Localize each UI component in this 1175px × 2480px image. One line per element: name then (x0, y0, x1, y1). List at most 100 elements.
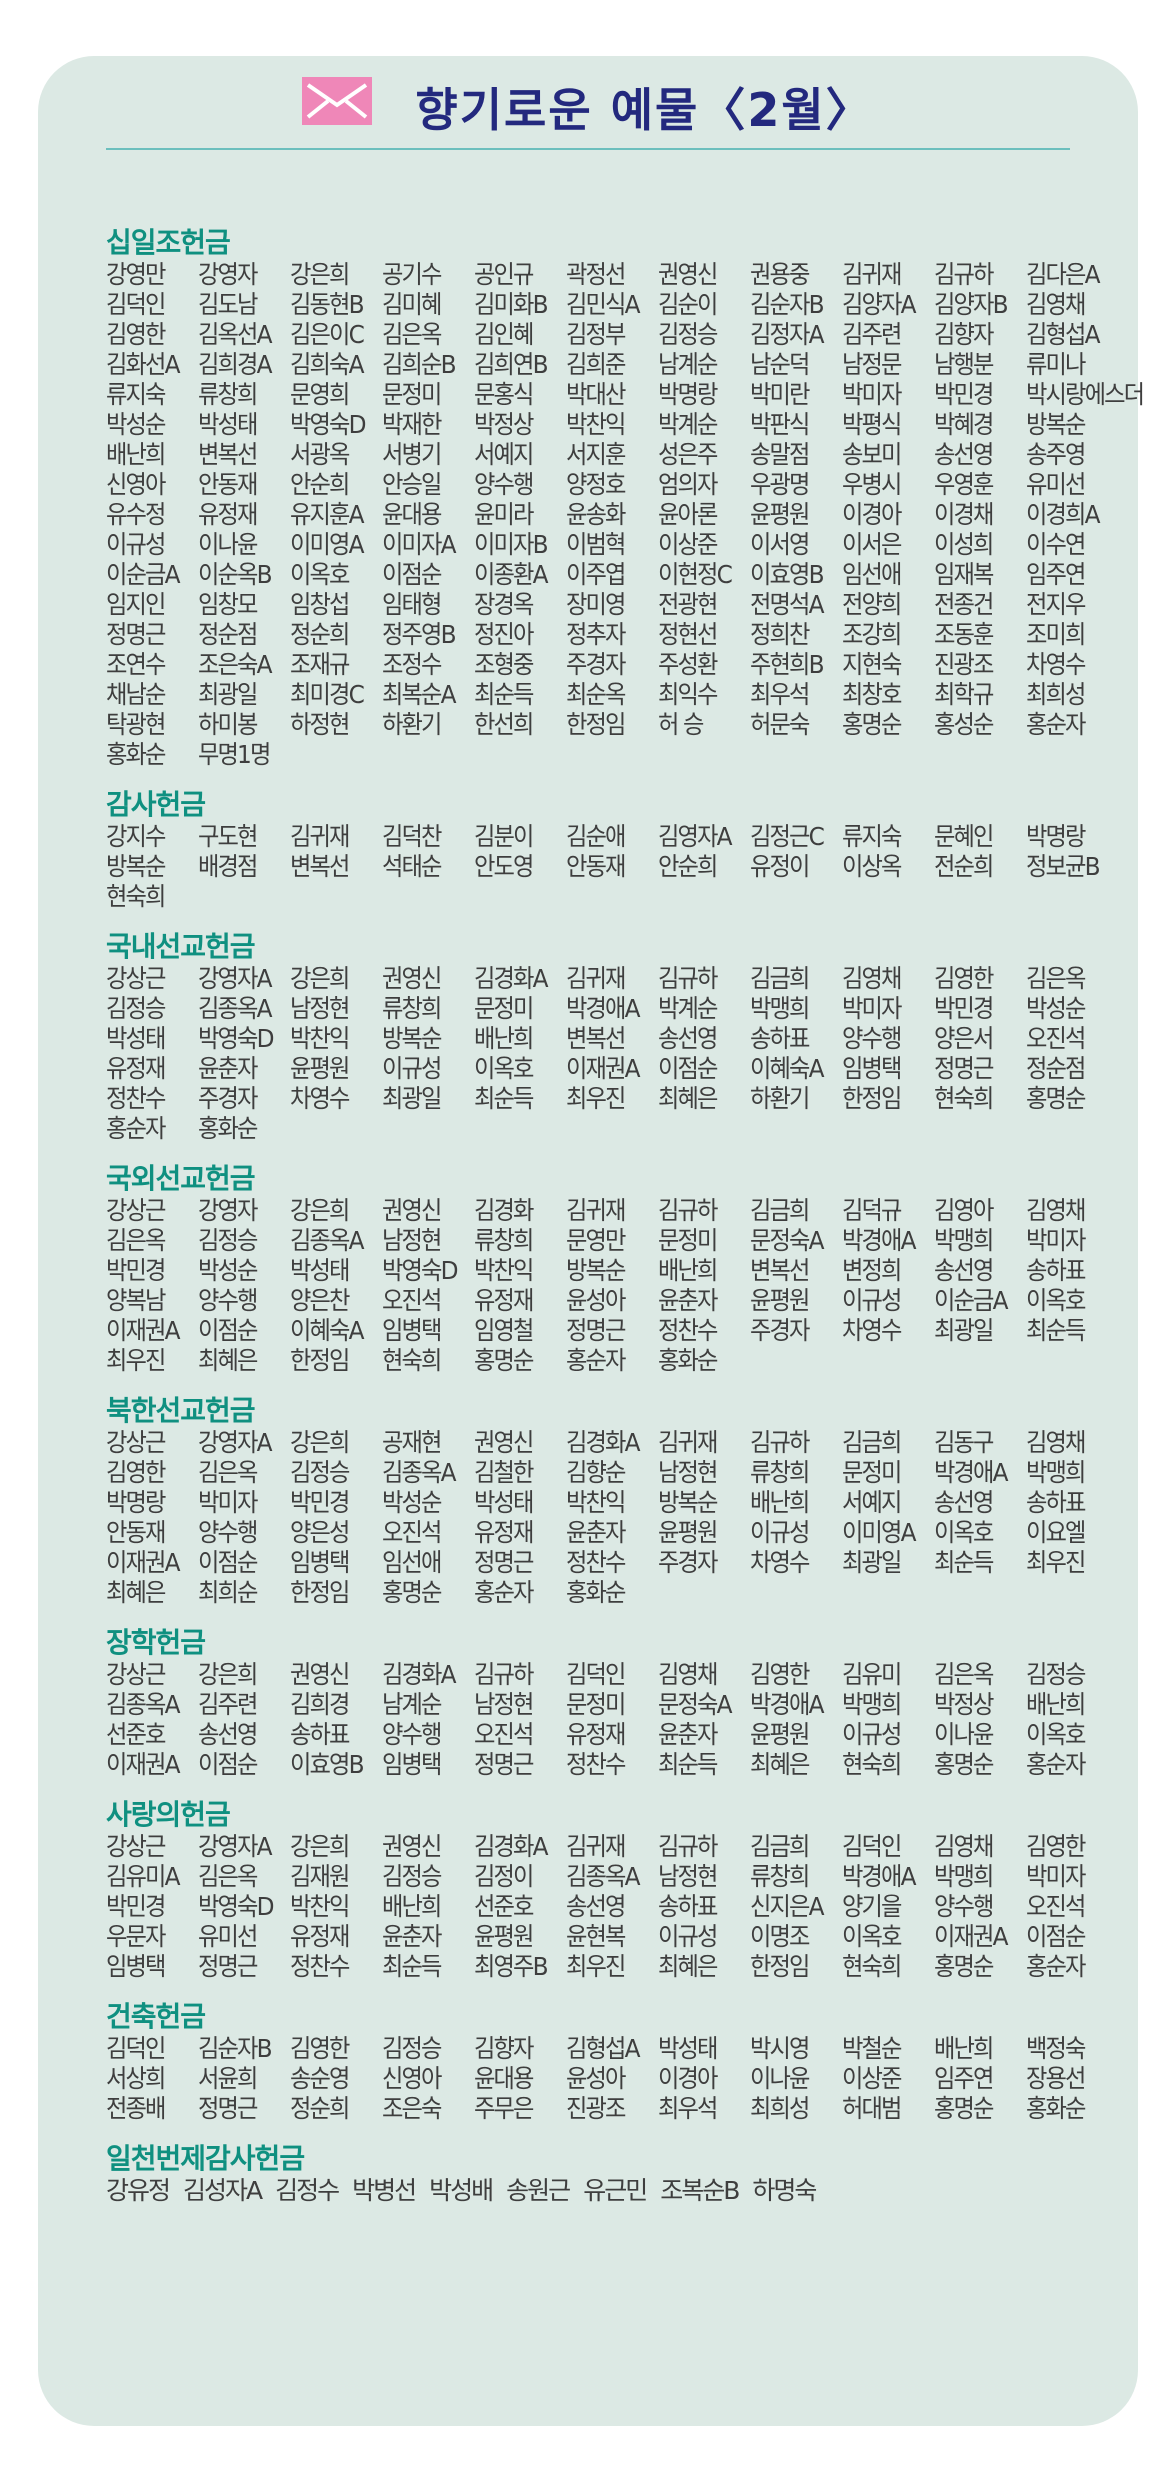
donor-name: 윤평원 (750, 1720, 810, 1749)
section-title: 건축헌금 (106, 2000, 206, 2033)
donor-name: 김은옥 (382, 320, 442, 349)
donor-name: 이미영A (290, 530, 365, 559)
donor-name: 박성배 (429, 2176, 494, 2205)
donor-name: 정순점 (198, 620, 258, 649)
name-list: 강상근 강영자A 강은희 권영신 김경화A 김귀재 김규하 김금희 김덕인 김영채 김영한 김유미A 김… (106, 1832, 1086, 1982)
donor-name: 유정재 (290, 1922, 350, 1951)
donor-name: 김금희 (750, 964, 810, 993)
donor-name: 박민경 (290, 1488, 350, 1517)
donor-name: 주경자 (750, 1316, 810, 1345)
donor-name: 박평식 (842, 410, 902, 439)
donor-name: 안순희 (290, 470, 350, 499)
donor-name: 박성순 (198, 1256, 258, 1285)
donor-name: 양은성 (290, 1518, 350, 1547)
donor-name: 임재복 (934, 560, 994, 589)
donor-name: 현숙희 (842, 1952, 902, 1981)
donor-name: 박경애A (750, 1690, 825, 1719)
donor-name: 남정현 (658, 1862, 718, 1891)
donor-name: 김정부 (566, 320, 626, 349)
donor-name: 박찬익 (290, 1892, 350, 1921)
donor-name: 김화선A (106, 350, 181, 379)
donor-name: 김양자B (934, 290, 1009, 319)
donor-name: 최광일 (842, 1548, 902, 1577)
donor-name: 남정현 (658, 1458, 718, 1487)
donor-name: 백정숙 (1026, 2034, 1086, 2063)
donor-name: 김정승 (382, 1862, 442, 1891)
donor-name: 이경채 (934, 500, 994, 529)
donor-name: 김미혜 (382, 290, 442, 319)
donor-name: 서윤희 (198, 2064, 258, 2093)
donor-name: 김동현B (290, 290, 365, 319)
donor-name: 박맹희 (934, 1862, 994, 1891)
donor-name: 최순득 (474, 1084, 534, 1113)
donor-name: 박판식 (750, 410, 810, 439)
donor-name: 전종건 (934, 590, 994, 619)
donor-name: 홍화순 (1026, 2094, 1086, 2123)
donor-name: 이규성 (382, 1054, 442, 1083)
donor-name: 박영숙D (198, 1892, 275, 1921)
donor-name: 홍화순 (566, 1578, 626, 1607)
donor-name: 최순득 (934, 1548, 994, 1577)
donor-name: 최우진 (566, 1952, 626, 1981)
donor-name: 임영철 (474, 1316, 534, 1345)
donor-name: 이순금A (106, 560, 181, 589)
donor-name: 한정임 (750, 1952, 810, 1981)
donor-name: 조형중 (474, 650, 534, 679)
donor-name: 류창희 (750, 1862, 810, 1891)
donor-name: 윤대용 (382, 500, 442, 529)
donor-name: 변정희 (842, 1256, 902, 1285)
donor-name: 남정현 (290, 994, 350, 1023)
offering-section: 장학헌금 강상근 강은희 권영신 김경화A 김규하 김덕인 김영채 김영한 김유미 김은옥 김정승 김종… (106, 1626, 1086, 1780)
donor-name: 박맹희 (934, 1226, 994, 1255)
donor-name: 최희성 (750, 2094, 810, 2123)
donor-name: 하명숙 (752, 2176, 817, 2205)
donor-name: 최순득 (474, 680, 534, 709)
donor-name: 김희준 (566, 350, 626, 379)
donor-name: 최혜은 (198, 1346, 258, 1375)
donor-name: 유수정 (106, 500, 166, 529)
donor-name: 안도영 (474, 852, 534, 881)
donor-name: 문혜인 (934, 822, 994, 851)
donor-name: 이옥호 (934, 1518, 994, 1547)
donor-name: 김규하 (658, 964, 718, 993)
donor-name: 김정근C (750, 822, 825, 851)
donor-name: 강은희 (290, 1832, 350, 1861)
donor-name: 이나윤 (934, 1720, 994, 1749)
donor-name: 석태순 (382, 852, 442, 881)
donor-name: 김경화 (474, 1196, 534, 1225)
donor-name: 강상근 (106, 1660, 166, 1689)
donor-name: 박민경 (106, 1892, 166, 1921)
title-divider (106, 148, 1070, 150)
donor-name: 유미선 (198, 1922, 258, 1951)
donor-name: 김경화A (382, 1660, 457, 1689)
donor-name: 박미자 (842, 380, 902, 409)
donor-name: 강상근 (106, 964, 166, 993)
donor-name: 김은옥 (1026, 964, 1086, 993)
donor-name: 이경희A (1026, 500, 1101, 529)
donor-name: 이혜숙A (290, 1316, 365, 1345)
donor-name: 우병시 (842, 470, 902, 499)
donor-name: 배난희 (1026, 1690, 1086, 1719)
donor-name: 홍명순 (1026, 1084, 1086, 1113)
donor-name: 권영신 (658, 260, 718, 289)
donor-name: 김귀재 (842, 260, 902, 289)
offering-sections: 십일조헌금 강영만 강영자 강은희 공기수 공인규 곽정선 권영신 권용중 김귀재 김규하 김다은A 김… (106, 178, 1145, 2206)
donor-name: 최영주B (474, 1952, 549, 1981)
donor-name: 임선애 (382, 1548, 442, 1577)
donor-name: 김영한 (106, 320, 166, 349)
donor-name: 김동구 (934, 1428, 994, 1457)
donor-name: 이경아 (842, 500, 902, 529)
section-title: 십일조헌금 (106, 226, 231, 259)
donor-name: 김인혜 (474, 320, 534, 349)
donor-name: 이범혁 (566, 530, 626, 559)
donor-name: 홍순자 (474, 1578, 534, 1607)
donor-name: 채남순 (106, 680, 166, 709)
donor-name: 김주련 (842, 320, 902, 349)
donor-name: 진광조 (566, 2094, 626, 2123)
donor-name: 임병택 (382, 1750, 442, 1779)
donor-name: 정찬수 (566, 1750, 626, 1779)
donor-name: 임선애 (842, 560, 902, 589)
donor-name: 윤아론 (658, 500, 718, 529)
donor-name: 김덕인 (842, 1832, 902, 1861)
donor-name: 권영신 (382, 1832, 442, 1861)
